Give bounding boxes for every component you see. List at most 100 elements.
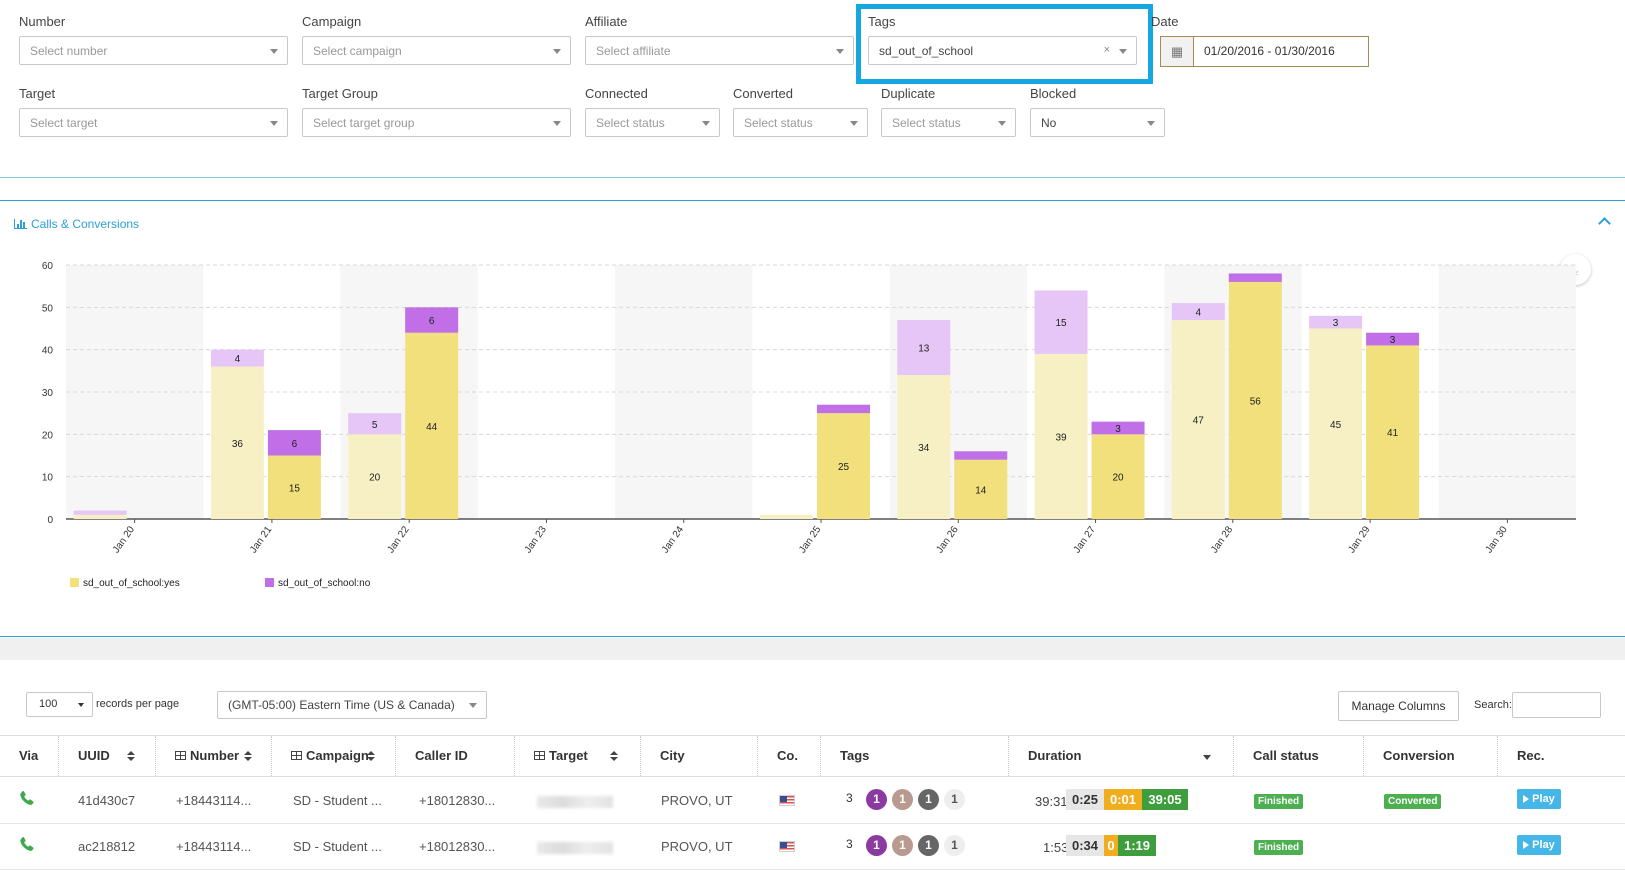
bar-segment-no	[1034, 290, 1088, 354]
bar-data-label: 47	[1193, 416, 1205, 427]
column-header-target[interactable]: Target	[515, 736, 641, 776]
table-row[interactable]: ac218812 +18443114... SD - Student ... +…	[0, 824, 1625, 870]
legend-swatch-no	[265, 578, 274, 587]
tags-select[interactable]: sd_out_of_school ×	[868, 36, 1137, 65]
converted-select[interactable]: Select status	[733, 108, 868, 137]
search-input[interactable]	[1512, 692, 1601, 718]
number-select[interactable]: Select number	[19, 36, 288, 65]
x-tick-label: Jan 24	[660, 524, 686, 555]
tag-count-purple[interactable]: 1	[866, 789, 887, 810]
caller-id-cell[interactable]: +18012830...	[419, 839, 496, 854]
tag-count-gray[interactable]: 1	[918, 835, 939, 856]
bar-data-label: 20	[369, 473, 381, 484]
column-header-uuid[interactable]: UUID	[59, 736, 156, 776]
target-group-filter-label: Target Group	[302, 86, 378, 101]
sort-icon[interactable]	[367, 751, 375, 762]
campaign-cell[interactable]: SD - Student ...	[293, 839, 382, 854]
records-per-page-label: records per page	[96, 698, 180, 710]
search-label: Search:	[1474, 699, 1512, 711]
number-cell[interactable]: +18443114...	[176, 839, 252, 854]
column-header-caller-id[interactable]: Caller ID	[396, 736, 515, 776]
redacted-target	[537, 842, 613, 854]
column-header-call-status[interactable]: Call status	[1234, 736, 1364, 776]
column-header-rec[interactable]: Rec.	[1517, 748, 1545, 763]
tag-count-gray[interactable]: 1	[918, 789, 939, 810]
date-range-value: 01/20/2016 - 01/30/2016	[1204, 44, 1335, 58]
bar-segment-yes	[1171, 320, 1225, 519]
sort-icon[interactable]	[244, 751, 252, 762]
chevron-down-icon	[836, 49, 844, 54]
target-group-select[interactable]: Select target group	[302, 108, 571, 137]
uuid-cell[interactable]: 41d430c7	[78, 793, 136, 808]
blocked-select[interactable]: No	[1030, 108, 1165, 137]
bar-data-label: 39	[1055, 432, 1067, 443]
affiliate-select[interactable]: Select affiliate	[585, 36, 854, 65]
target-group-select-placeholder: Select target group	[313, 116, 415, 130]
date-range-input[interactable]: ▦ 01/20/2016 - 01/30/2016	[1160, 36, 1369, 67]
number-cell[interactable]: +18443114...	[176, 793, 252, 808]
blocked-filter: Blocked	[1030, 86, 1076, 104]
play-recording-button[interactable]: Play	[1517, 789, 1561, 809]
bar-segment-no	[1091, 421, 1145, 435]
redacted-target	[537, 796, 613, 808]
sort-icon[interactable]	[610, 751, 618, 762]
column-header-city[interactable]: City	[641, 736, 758, 776]
connected-select[interactable]: Select status	[585, 108, 720, 137]
page-size-select[interactable]: 100	[26, 692, 93, 717]
play-recording-button[interactable]: Play	[1517, 835, 1561, 855]
sort-desc-icon[interactable]	[1203, 755, 1211, 760]
duplicate-select-placeholder: Select status	[892, 116, 961, 130]
bar-segment-no	[817, 404, 870, 414]
bar-segment-no	[1309, 315, 1363, 329]
tag-count-light[interactable]: 1	[944, 789, 965, 810]
bar-segment-no	[348, 413, 402, 435]
duplicate-select[interactable]: Select status	[881, 108, 1016, 137]
bar-data-label: 20	[1112, 473, 1124, 484]
play-label: Play	[1532, 839, 1555, 851]
converted-filter: Converted	[733, 86, 793, 104]
call-status-badge: Finished	[1254, 840, 1304, 855]
bar-segment-yes	[817, 413, 870, 519]
y-tick-label: 0	[47, 515, 53, 526]
column-header-number[interactable]: Number	[156, 736, 272, 776]
duration-segment-ring: 0:34	[1066, 835, 1104, 856]
column-header-campaign[interactable]: Campaign	[272, 736, 396, 776]
sort-icon[interactable]	[127, 751, 135, 762]
play-icon	[1523, 795, 1530, 803]
column-header-tags[interactable]: Tags	[821, 736, 1009, 776]
table-row[interactable]: 41d430c7 +18443114... SD - Student ... +…	[0, 778, 1625, 824]
target-filter: Target	[19, 86, 55, 104]
calendar-icon[interactable]: ▦	[1161, 37, 1194, 66]
target-select[interactable]: Select target	[19, 108, 288, 137]
city-cell: PROVO, UT	[661, 793, 733, 808]
chevron-down-icon	[553, 121, 561, 126]
tag-count-tan[interactable]: 1	[892, 835, 913, 856]
tag-count-purple[interactable]: 1	[866, 835, 887, 856]
bar-data-label: 36	[232, 439, 244, 450]
tag-total: 3	[846, 791, 853, 805]
campaign-select[interactable]: Select campaign	[302, 36, 571, 65]
column-header-duration[interactable]: Duration	[1009, 736, 1234, 776]
manage-columns-button[interactable]: Manage Columns	[1338, 691, 1459, 721]
campaign-select-placeholder: Select campaign	[313, 44, 402, 58]
clear-icon[interactable]: ×	[1103, 44, 1110, 56]
caller-id-cell[interactable]: +18012830...	[419, 793, 496, 808]
column-header-via[interactable]: Via	[0, 736, 59, 776]
column-header-conversion[interactable]: Conversion	[1364, 736, 1498, 776]
x-tick-label: Jan 28	[1209, 524, 1235, 555]
tags-filter-label: Tags	[868, 14, 896, 29]
bar-data-label: 6	[292, 439, 298, 450]
bar-segment-yes	[1091, 434, 1145, 519]
timezone-select[interactable]: (GMT-05:00) Eastern Time (US & Canada)	[217, 691, 487, 719]
bar-data-label: 13	[918, 344, 930, 355]
campaign-cell[interactable]: SD - Student ...	[293, 793, 382, 808]
tag-count-tan[interactable]: 1	[892, 789, 913, 810]
bar-segment-yes	[405, 332, 459, 519]
play-icon	[1523, 841, 1530, 849]
tag-count-light[interactable]: 1	[944, 835, 965, 856]
chart-panel-title[interactable]: Calls & Conversions	[14, 217, 139, 231]
column-header-country[interactable]: Co.	[758, 736, 821, 776]
chart-panel-title-text: Calls & Conversions	[31, 217, 140, 231]
uuid-cell[interactable]: ac218812	[78, 839, 136, 854]
timezone-value: (GMT-05:00) Eastern Time (US & Canada)	[228, 698, 455, 712]
